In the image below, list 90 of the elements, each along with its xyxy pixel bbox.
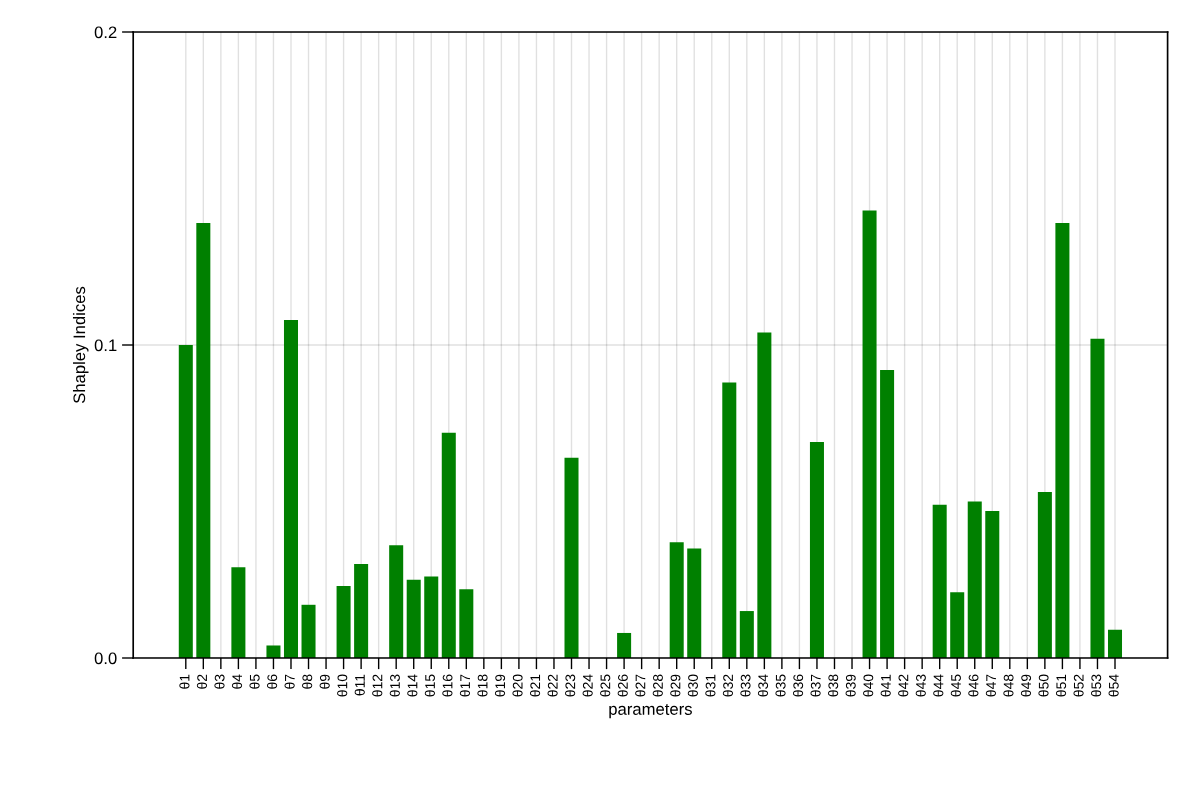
- x-tick-label: θ10: [337, 674, 348, 697]
- x-tick-label: θ30: [687, 674, 698, 697]
- x-tick-label: θ32: [722, 674, 734, 697]
- bar: [441, 432, 456, 658]
- x-tick-label: θ43: [915, 674, 926, 697]
- bar: [862, 210, 877, 658]
- x-tick-label: θ16: [442, 674, 453, 697]
- bar: [459, 589, 474, 658]
- x-tick-label: θ51: [1055, 674, 1067, 697]
- x-tick-label: θ37: [810, 674, 821, 697]
- x-tick-label: θ28: [652, 674, 663, 697]
- bar: [950, 592, 965, 658]
- bar: [564, 457, 579, 658]
- bar: [1107, 629, 1123, 658]
- x-tick-label: θ21: [529, 674, 541, 697]
- x-tick-label: θ50: [1038, 674, 1049, 697]
- x-tick-label: θ14: [407, 674, 418, 697]
- x-tick-label: θ11: [354, 674, 365, 696]
- x-tick-label: θ42: [898, 674, 909, 697]
- bar: [617, 632, 632, 658]
- bar: [1090, 338, 1105, 658]
- x-tick-label: θ5: [249, 674, 260, 689]
- x-tick-label: θ26: [617, 674, 628, 697]
- bar: [266, 645, 281, 658]
- x-tick-label: θ39: [845, 674, 856, 697]
- x-tick-label: θ8: [302, 674, 313, 689]
- x-tick-label: θ4: [231, 674, 243, 689]
- x-tick-label: θ44: [933, 674, 944, 697]
- x-axis-title: parameters: [609, 704, 692, 719]
- y-tick-label: 0.2: [94, 26, 117, 39]
- x-tick-label: θ31: [705, 674, 716, 697]
- x-tick-label: θ20: [512, 674, 523, 697]
- x-tick-label: θ17: [459, 674, 471, 697]
- x-tick-label: θ41: [880, 674, 891, 697]
- x-tick-label: θ29: [670, 674, 681, 697]
- x-tick-label: θ7: [284, 674, 295, 689]
- bar: [739, 611, 754, 658]
- bar: [1055, 222, 1070, 658]
- x-tick-label: θ27: [635, 674, 646, 697]
- bar: [196, 222, 211, 658]
- bar: [757, 332, 772, 658]
- x-tick-label: θ40: [863, 674, 874, 697]
- x-tick-label: θ2: [196, 674, 208, 689]
- x-tick-label: θ24: [582, 674, 593, 697]
- bar: [354, 564, 369, 658]
- x-tick-label: θ35: [775, 674, 786, 697]
- x-tick-label: θ52: [1073, 674, 1084, 697]
- bar: [389, 545, 404, 658]
- x-tick-label: θ45: [950, 674, 961, 697]
- x-tick-label: θ19: [494, 674, 506, 697]
- y-axis-title: Shapley Indices: [72, 286, 89, 404]
- x-tick-label: θ25: [600, 674, 611, 697]
- x-tick-label: θ6: [266, 674, 278, 689]
- bar: [880, 370, 895, 658]
- y-tick-label: 0.0: [94, 652, 117, 665]
- x-tick-label: θ12: [372, 674, 383, 697]
- bar: [932, 504, 947, 658]
- bar: [809, 442, 824, 658]
- bar: [283, 319, 298, 658]
- x-tick-label: θ46: [968, 674, 979, 697]
- bar: [669, 542, 684, 658]
- bar: [687, 548, 702, 658]
- bar: [722, 382, 737, 658]
- x-tick-label: θ36: [792, 674, 804, 697]
- x-tick-label: θ48: [1003, 674, 1014, 697]
- x-tick-label: θ34: [757, 674, 769, 697]
- bar: [985, 510, 1000, 658]
- x-tick-label: θ15: [424, 674, 435, 697]
- x-tick-label: θ54: [1108, 674, 1119, 697]
- x-tick-label: θ9: [319, 674, 330, 689]
- x-tick-label: θ3: [214, 674, 225, 689]
- bar: [967, 501, 982, 658]
- y-tick-label: 0.1: [94, 339, 117, 352]
- bar: [301, 604, 316, 658]
- x-tick-label: θ18: [477, 674, 488, 697]
- bar: [424, 576, 439, 658]
- x-tick-label: θ53: [1091, 674, 1102, 697]
- x-tick-label: θ38: [828, 674, 839, 697]
- bar: [231, 567, 246, 658]
- bar: [406, 579, 421, 658]
- x-tick-label: θ1: [179, 674, 190, 689]
- bar: [178, 345, 193, 658]
- x-tick-label: θ47: [985, 674, 997, 697]
- x-tick-label: θ23: [565, 674, 576, 697]
- bar: [336, 586, 351, 658]
- x-tick-label: θ22: [547, 674, 558, 697]
- bar: [1037, 492, 1052, 658]
- x-tick-label: θ33: [740, 674, 751, 697]
- x-tick-label: θ13: [389, 674, 400, 697]
- x-tick-label: θ49: [1020, 674, 1032, 697]
